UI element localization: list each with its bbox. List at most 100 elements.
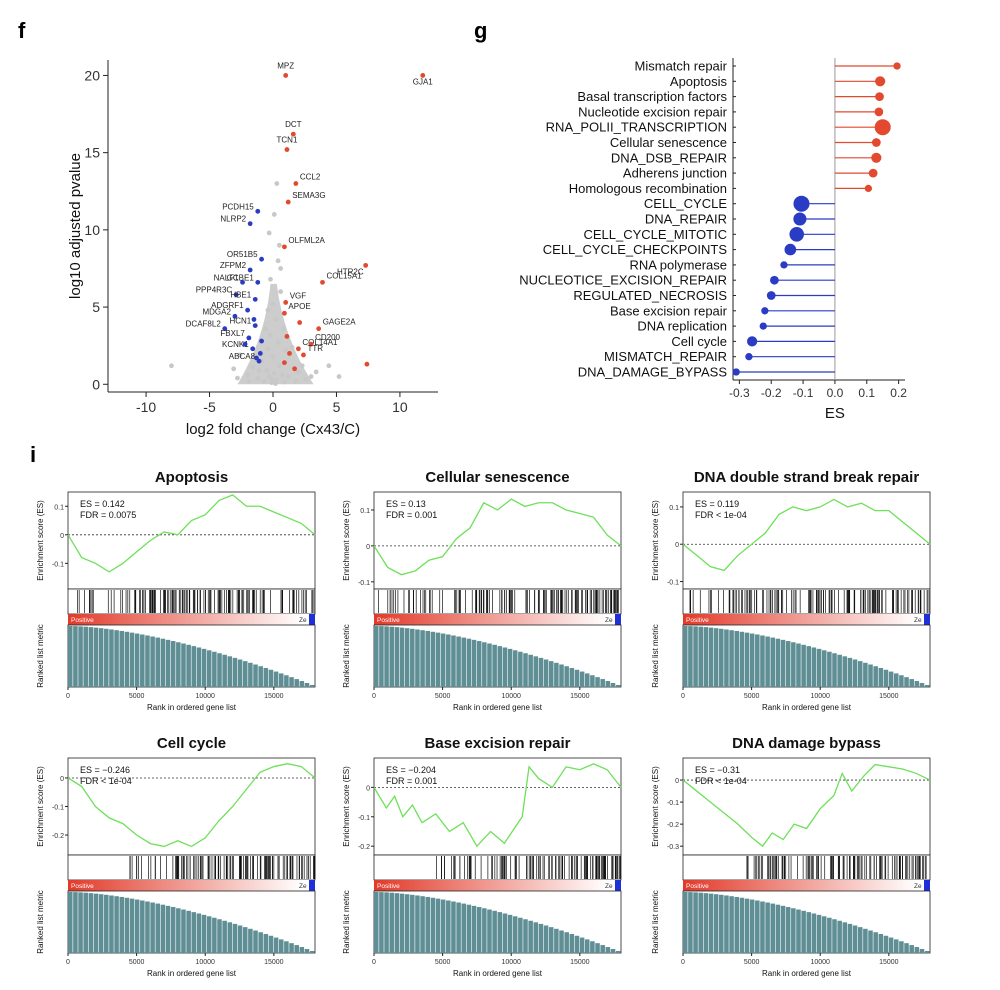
- volcano-point-down: [259, 338, 264, 344]
- gsea-metric-bar: [564, 666, 569, 687]
- gsea-panel-title: Cellular senescence: [425, 469, 569, 486]
- gsea-metric-axis-label: Ranked list metric: [651, 624, 660, 688]
- panel-letter-i: i: [30, 442, 36, 467]
- gsea-metric-bar: [73, 626, 78, 687]
- gsea-es-axis-label: Enrichment score (ES): [342, 500, 351, 581]
- volcano-gene-label: NALF1: [214, 273, 239, 282]
- gsea-metric-bar: [615, 950, 621, 953]
- gsea-metric-bar: [610, 682, 616, 687]
- gsea-hit-frame: [373, 588, 622, 615]
- gsea-metric-bar: [440, 899, 446, 953]
- volcano-point-down: [257, 350, 263, 356]
- volcano-y-axis-label: log10 adjusted pvalue: [67, 153, 84, 299]
- gsea-metric-bar: [713, 628, 719, 687]
- volcano-gene-label: SEMA3G: [292, 191, 325, 200]
- volcano-point-up: [364, 361, 370, 367]
- volcano-point-up: [420, 73, 426, 78]
- lollipop-category-label: Homologous recombination: [569, 181, 727, 196]
- volcano-gene-label: KCNK1: [222, 340, 249, 349]
- volcano-point-ns: [271, 371, 277, 376]
- gsea-positive-label: Positive: [377, 617, 400, 624]
- volcano-gene-label: PCDH15: [222, 202, 254, 211]
- volcano-point-down: [240, 279, 245, 285]
- lollipop-category-label: RNA polymerase: [629, 257, 727, 272]
- gsea-fdr-value: FDR = 0.001: [386, 776, 437, 786]
- gsea-metric-bar: [78, 892, 83, 953]
- lollipop-dot: [789, 227, 804, 242]
- gsea-es-frame: [67, 757, 316, 856]
- lollipop-dot: [761, 307, 769, 315]
- volcano-point-ns: [255, 375, 261, 381]
- volcano-point-ns: [262, 326, 268, 332]
- gsea-metric-bar: [899, 675, 904, 687]
- gsea-y-tick-label: -0.2: [358, 844, 370, 851]
- volcano-point-ns: [271, 212, 277, 217]
- volcano-point-ns: [276, 242, 282, 248]
- gsea-metric-bar: [456, 902, 461, 953]
- gsea-metric-bar: [155, 637, 161, 687]
- gsea-metric-bar: [703, 627, 709, 687]
- lollipop-dot: [745, 353, 753, 361]
- gsea-fdr-value: FDR < 1e-04: [695, 776, 747, 786]
- gsea-metric-bar: [821, 650, 827, 687]
- volcano-point-down: [222, 326, 228, 332]
- volcano-point-ns: [278, 266, 284, 271]
- gsea-metric-bar: [600, 945, 605, 953]
- gsea-metric-bar: [600, 679, 605, 687]
- volcano-point-up: [308, 341, 314, 347]
- gsea-x-tick-label: 5000: [435, 959, 451, 966]
- volcano-point-ns: [266, 230, 272, 236]
- gsea-es-value: ES = −0.31: [695, 765, 740, 775]
- lollipop-category-label: RNA_POLII_TRANSCRIPTION: [546, 120, 727, 135]
- volcano-point-up: [283, 73, 289, 78]
- gsea-metric-axis-label: Ranked list metric: [36, 624, 45, 688]
- volcano-x-tick-label: 5: [333, 399, 341, 415]
- gsea-metric-bar: [507, 648, 513, 687]
- volcano-y-tick-label: 0: [92, 376, 100, 392]
- gsea-metric-bar: [724, 895, 729, 953]
- panel-letter-g: g: [474, 18, 487, 43]
- gsea-metric-bar: [466, 904, 472, 953]
- volcano-point-ns: [313, 369, 319, 375]
- lollipop-category-label: Apoptosis: [670, 74, 728, 89]
- gsea-metric-bar: [399, 627, 405, 687]
- gsea-y-tick-label: 0.1: [54, 504, 64, 511]
- gsea-metric-bar: [134, 633, 140, 687]
- gsea-metric-bar: [248, 662, 253, 687]
- gsea-metric-bar: [909, 679, 914, 687]
- lollipop-dot: [732, 368, 740, 376]
- gsea-rank-bar: [374, 614, 615, 625]
- volcano-point-down: [245, 307, 251, 313]
- gsea-y-tick-label: 0.1: [360, 508, 370, 515]
- volcano-point-up: [316, 326, 322, 332]
- gsea-positive-label: Positive: [71, 617, 94, 624]
- volcano-point-ns: [256, 367, 262, 373]
- gsea-metric-bar: [507, 914, 513, 953]
- gsea-metric-bar: [863, 928, 868, 953]
- gsea-x-tick-label: 0: [681, 693, 685, 700]
- volcano-point-down: [242, 341, 248, 347]
- volcano-y-tick-label: 20: [84, 67, 100, 83]
- volcano-gene-label: HBE1: [230, 290, 251, 299]
- volcano-point-up: [320, 279, 325, 285]
- gsea-y-tick-label: 0: [60, 776, 64, 783]
- gsea-x-tick-label: 15000: [570, 693, 590, 700]
- gsea-metric-bar: [304, 682, 310, 687]
- gsea-x-tick-label: 10000: [195, 693, 215, 700]
- gsea-x-tick-label: 5000: [744, 693, 760, 700]
- gsea-fdr-value: FDR = 0.0075: [80, 510, 136, 520]
- volcano-point-ns: [265, 307, 271, 313]
- volcano-point-ns: [261, 378, 267, 384]
- gsea-metric-bar: [273, 671, 279, 687]
- gsea-metric-bar: [415, 629, 420, 687]
- volcano-gene-label: NLRP2: [220, 215, 246, 224]
- gsea-rank-bar: [683, 614, 924, 625]
- lollipop-category-label: MISMATCH_REPAIR: [604, 349, 727, 364]
- gsea-metric-bar: [232, 657, 238, 687]
- gsea-es-axis-label: Enrichment score (ES): [36, 766, 45, 847]
- gsea-metric-bar: [242, 927, 248, 953]
- gsea-metric-bar: [770, 637, 776, 687]
- lollipop-dot: [864, 184, 873, 193]
- gsea-metric-bar: [263, 667, 269, 687]
- gsea-fdr-value: FDR < 1e-04: [695, 510, 747, 520]
